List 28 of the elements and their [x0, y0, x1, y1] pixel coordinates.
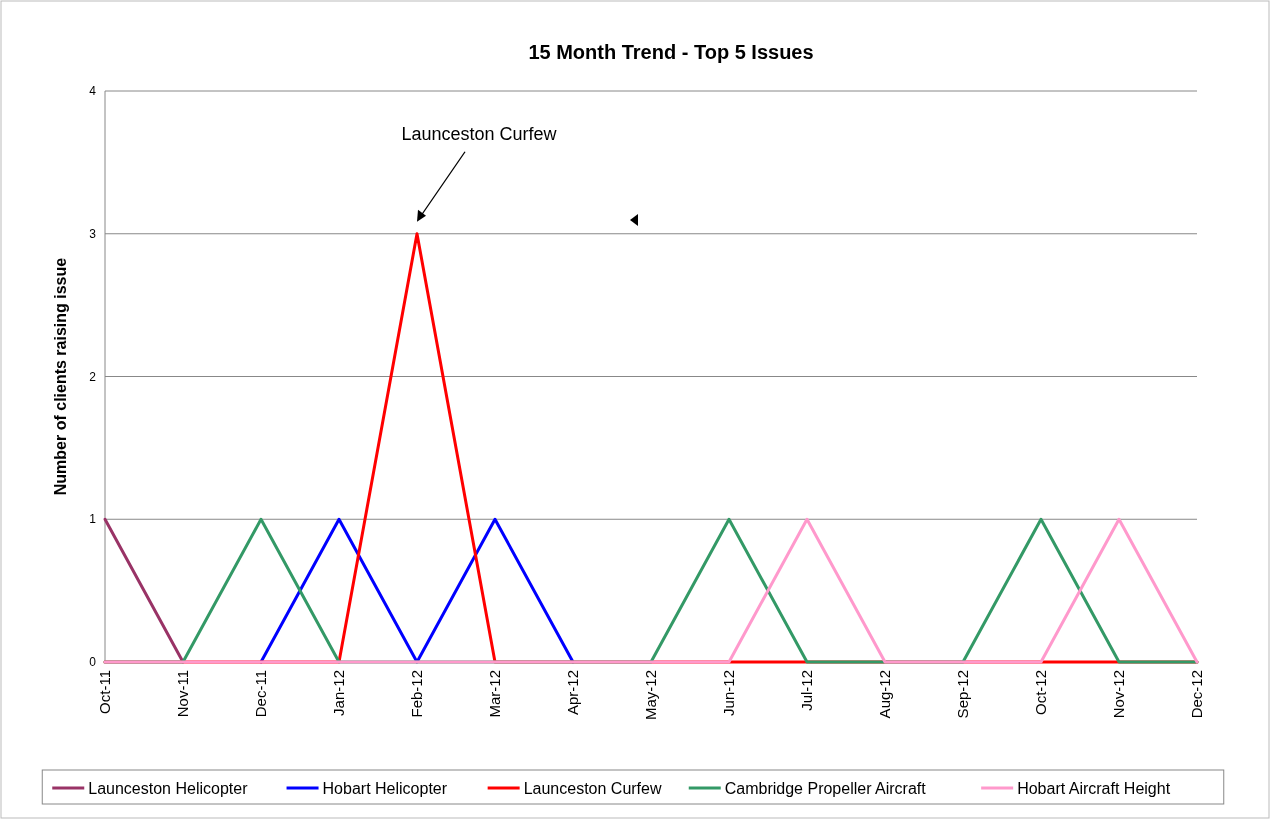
chart-title: 15 Month Trend - Top 5 Issues	[528, 41, 814, 63]
legend-label: Cambridge Propeller Aircraft	[724, 779, 927, 797]
x-tick-label: Feb-12	[408, 670, 426, 718]
x-tick-label: Aug-12	[876, 670, 894, 719]
x-tick-label: Sep-12	[954, 670, 972, 719]
x-tick-label: Mar-12	[486, 670, 504, 718]
x-tick-label: Dec-11	[252, 670, 270, 718]
x-tick-label: Jul-12	[798, 670, 816, 711]
annotation: Launceston Curfew	[401, 123, 558, 144]
x-tick-label: Oct-12	[1032, 670, 1050, 716]
x-tick-label: Nov-12	[1110, 670, 1128, 719]
y-axis-title: Number of clients raising issue	[52, 257, 69, 496]
y-tick-label: 3	[89, 226, 97, 241]
legend-label: Hobart Helicopter	[322, 779, 448, 797]
x-tick-label: Dec-12	[1188, 670, 1206, 719]
y-tick-label: 0	[89, 655, 97, 670]
x-tick-label: May-12	[642, 670, 660, 721]
y-tick-label: 1	[89, 512, 97, 527]
x-tick-label: Jun-12	[720, 670, 738, 716]
y-tick-label: 4	[89, 84, 97, 99]
y-tick-label: 2	[89, 369, 97, 384]
x-tick-label: Oct-11	[96, 670, 114, 714]
legend-label: Hobart Aircraft Height	[1017, 779, 1171, 797]
x-tick-label: Nov-11	[174, 670, 192, 718]
legend-label: Launceston Curfew	[523, 779, 662, 797]
x-tick-label: Apr-12	[564, 670, 582, 716]
legend-label: Launceston Helicopter	[88, 779, 249, 797]
x-tick-label: Jan-12	[330, 670, 348, 716]
